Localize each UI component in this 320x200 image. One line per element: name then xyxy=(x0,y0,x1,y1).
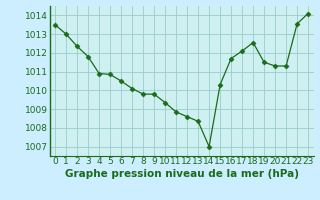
X-axis label: Graphe pression niveau de la mer (hPa): Graphe pression niveau de la mer (hPa) xyxy=(65,169,299,179)
